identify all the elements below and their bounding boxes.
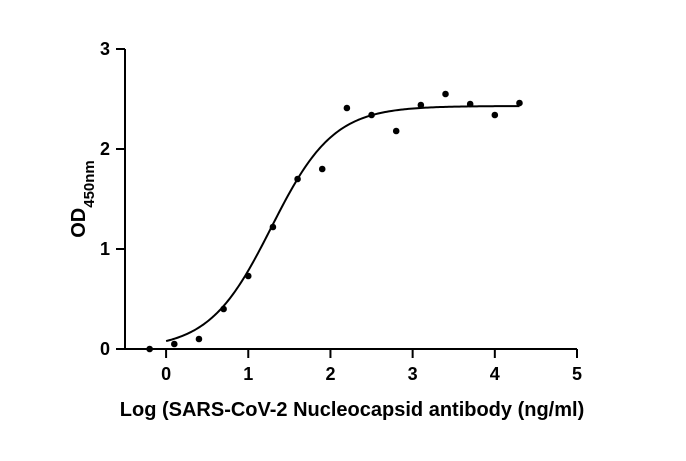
- y-axis-title: OD450nm: [68, 160, 98, 238]
- y-axis: 0 1 2 3: [100, 39, 126, 359]
- data-point: [195, 335, 203, 343]
- y-axis-title-main: OD: [68, 208, 90, 238]
- data-point: [343, 104, 351, 112]
- data-point: [244, 272, 252, 280]
- data-point: [392, 127, 400, 135]
- fit-curve: [165, 105, 520, 343]
- x-axis: 0 1 2 3 4 5: [125, 348, 582, 384]
- x-tick-label: 5: [572, 364, 582, 384]
- y-tick-label: 1: [100, 239, 110, 259]
- data-point: [516, 99, 523, 107]
- data-point: [368, 111, 375, 119]
- data-point: [146, 345, 153, 353]
- x-axis-title: Log (SARS-CoV-2 Nucleocapsid antibody (n…: [120, 399, 584, 421]
- x-tick-label: 4: [490, 364, 500, 384]
- y-tick-label: 0: [100, 339, 110, 359]
- data-point: [491, 111, 499, 119]
- data-points: [146, 90, 523, 353]
- y-tick-label: 2: [100, 139, 110, 159]
- data-point: [294, 175, 301, 183]
- data-point: [442, 90, 449, 98]
- data-point: [466, 100, 474, 108]
- x-tick-label: 2: [325, 364, 335, 384]
- data-point: [269, 223, 277, 231]
- data-point: [171, 340, 178, 348]
- data-point: [318, 165, 326, 173]
- x-tick-label: 0: [161, 364, 171, 384]
- x-tick-label: 1: [243, 364, 253, 384]
- y-tick-label: 3: [100, 39, 110, 59]
- y-axis-title-subscript: 450nm: [81, 160, 98, 208]
- data-point: [417, 101, 425, 109]
- x-tick-label: 3: [408, 364, 418, 384]
- data-point: [220, 305, 227, 313]
